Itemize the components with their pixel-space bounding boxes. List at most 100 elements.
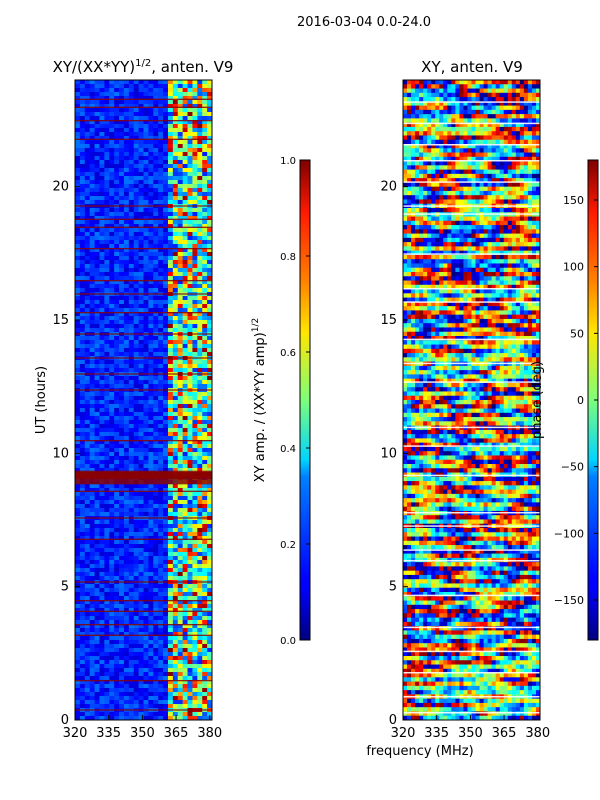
heatmap-cell <box>415 126 420 132</box>
heatmap-cell <box>123 312 130 317</box>
heatmap-cell <box>415 97 420 102</box>
heatmap-cell <box>507 92 513 98</box>
heatmap-cell <box>133 392 140 397</box>
heatmap-cell <box>153 176 159 181</box>
heatmap-cell <box>109 528 115 533</box>
heatmap-cell <box>119 368 125 373</box>
heatmap-cell <box>148 704 154 709</box>
heatmap-cell <box>114 404 120 409</box>
heatmap-cell <box>94 320 100 325</box>
heatmap-cell <box>187 152 193 157</box>
heatmap-cell <box>104 360 110 365</box>
heatmap-cell <box>128 300 135 305</box>
heatmap-cell <box>138 508 144 513</box>
heatmap-cell <box>79 684 86 689</box>
heatmap-cell <box>197 144 203 149</box>
heatmap-cell <box>89 340 96 345</box>
heatmap-cell <box>114 488 120 493</box>
heatmap-cell <box>128 104 135 109</box>
heatmap-cell <box>94 408 100 413</box>
heatmap-cell <box>104 88 110 93</box>
heatmap-cell <box>153 576 159 581</box>
heatmap-cell <box>207 376 212 381</box>
heatmap-cell <box>187 492 193 497</box>
heatmap-cell <box>153 596 159 601</box>
heatmap-cell <box>415 101 420 107</box>
heatmap-cell <box>114 360 120 365</box>
heatmap-cell <box>128 252 135 257</box>
heatmap-cell <box>123 592 130 597</box>
heatmap-cell <box>123 684 130 689</box>
heatmap-cell <box>84 328 91 333</box>
heatmap-cell <box>75 716 81 720</box>
heatmap-cell <box>172 208 179 213</box>
heatmap-cell <box>104 468 110 473</box>
heatmap-cell <box>133 496 140 501</box>
heatmap-cell <box>133 312 140 317</box>
heatmap-cell <box>207 276 212 281</box>
heatmap-cell <box>94 140 100 145</box>
heatmap-cell <box>167 112 174 117</box>
heatmap-cell <box>89 96 96 101</box>
heatmap-cell <box>143 676 149 681</box>
heatmap-cell <box>75 680 81 685</box>
heatmap-cell <box>187 304 193 309</box>
heatmap-cell <box>455 97 460 102</box>
heatmap-cell <box>75 692 81 697</box>
heatmap-cell <box>192 256 198 261</box>
heatmap-cell <box>128 656 135 661</box>
heatmap-cell <box>114 696 120 701</box>
heatmap-cell <box>177 400 184 405</box>
heatmap-cell <box>153 608 159 613</box>
heatmap-cell <box>143 196 149 201</box>
heatmap-cell <box>172 184 179 189</box>
heatmap-cell <box>163 296 169 301</box>
heatmap-cell <box>463 101 468 107</box>
heatmap-cell <box>123 564 130 569</box>
heatmap-cell <box>177 536 184 541</box>
heatmap-cell <box>138 184 144 189</box>
heatmap-cell <box>119 712 125 717</box>
heatmap-cell <box>89 436 96 441</box>
heatmap-cell <box>109 524 115 529</box>
heatmap-cell <box>187 280 193 285</box>
heatmap-cell <box>123 624 130 629</box>
heatmap-cell <box>435 92 440 98</box>
heatmap-cell <box>148 496 154 501</box>
heatmap-cell <box>133 532 140 537</box>
heatmap-cell <box>109 328 115 333</box>
heatmap-cell <box>192 692 198 697</box>
heatmap-cell <box>153 464 159 469</box>
heatmap-cell <box>515 92 521 98</box>
heatmap-cell <box>177 112 184 117</box>
heatmap-cell <box>104 344 110 349</box>
heatmap-cell <box>99 572 105 577</box>
heatmap-cell <box>84 192 91 197</box>
heatmap-cell <box>515 97 521 102</box>
heatmap-cell <box>463 105 468 111</box>
heatmap-cell <box>172 296 179 301</box>
heatmap-cell <box>143 392 149 397</box>
heatmap-cell <box>192 628 198 633</box>
heatmap-cell <box>163 328 169 333</box>
heatmap-cell <box>158 312 164 317</box>
heatmap-cell <box>99 148 105 153</box>
heatmap-cell <box>202 424 208 429</box>
heatmap-cell <box>128 284 135 289</box>
heatmap-cell <box>197 80 203 85</box>
heatmap-cell <box>75 216 81 221</box>
heatmap-cell <box>158 364 164 369</box>
heatmap-cell <box>109 608 115 613</box>
heatmap-cell <box>99 184 105 189</box>
heatmap-cell <box>415 122 420 128</box>
heatmap-cell <box>519 109 525 115</box>
heatmap-cell <box>99 224 105 229</box>
heatmap-cell <box>182 564 189 569</box>
heatmap-cell <box>133 416 140 421</box>
heatmap-cell <box>153 700 159 705</box>
heatmap-cell <box>104 144 110 149</box>
heatmap-cell <box>172 420 179 425</box>
heatmap-cell <box>123 316 130 321</box>
heatmap-cell <box>197 412 203 417</box>
heatmap-cell <box>128 192 135 197</box>
